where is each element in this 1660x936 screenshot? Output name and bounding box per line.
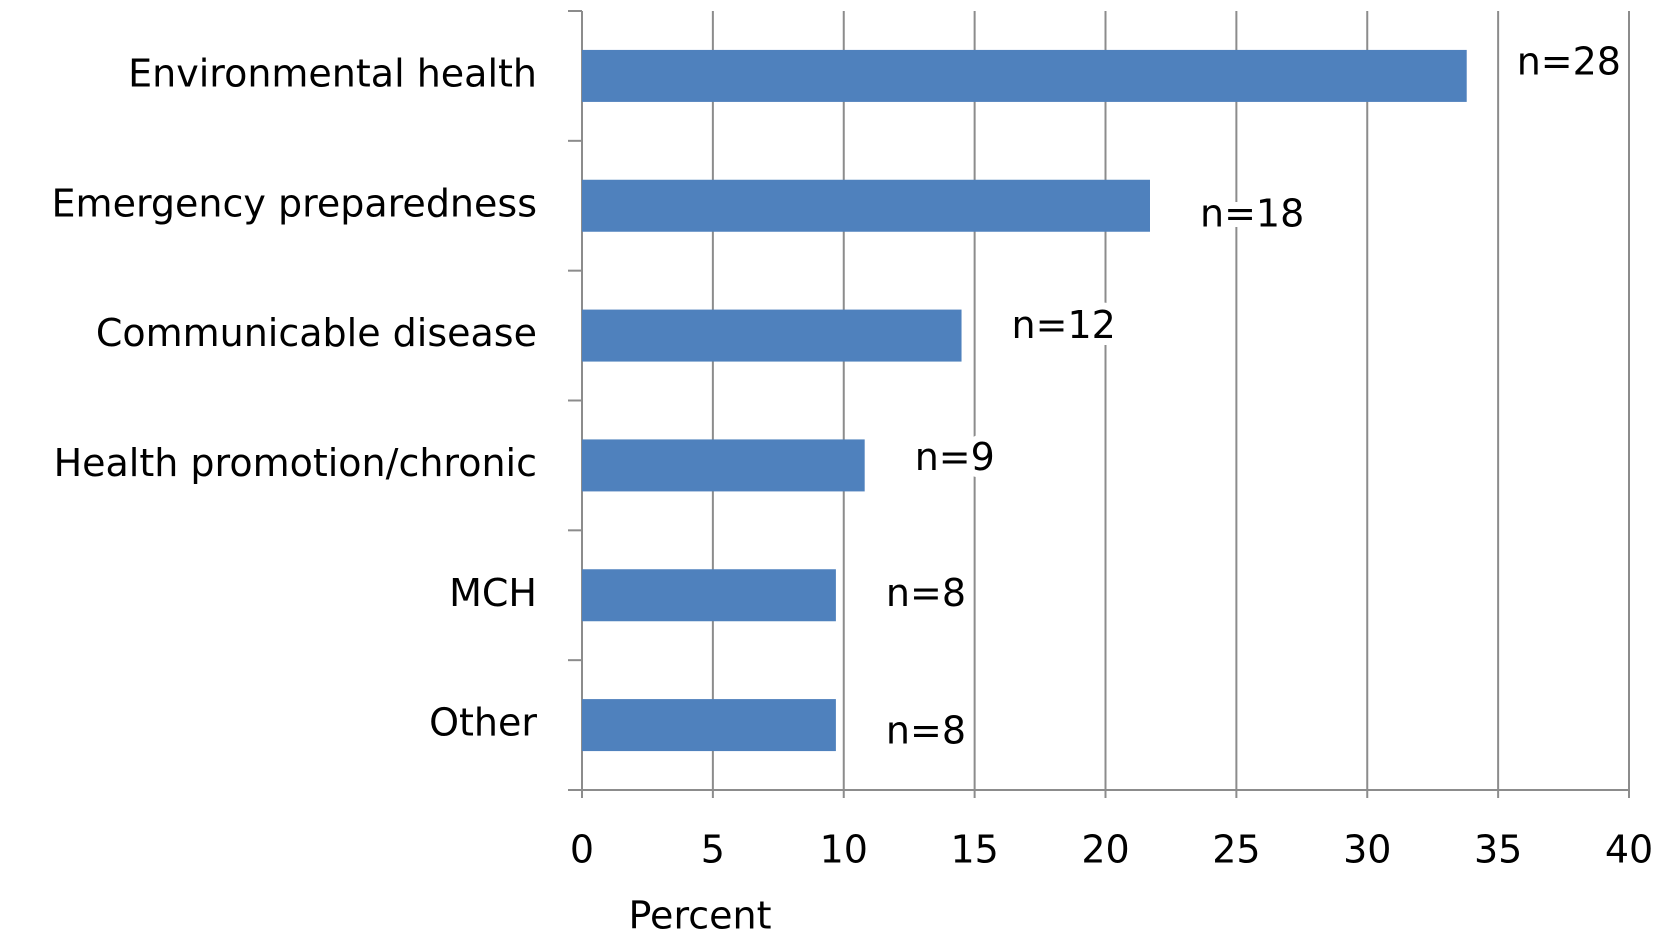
annotation: n=8 [886, 709, 966, 753]
x-tick-label: 30 [1343, 828, 1391, 872]
bar [582, 699, 836, 752]
annotation: n=12 [1012, 303, 1116, 347]
x-tick-label: 35 [1474, 828, 1522, 872]
bar [582, 49, 1467, 102]
annotation: n=8 [886, 571, 966, 615]
y-tick-label: Other [429, 701, 537, 745]
bar [582, 309, 962, 362]
x-tick-label: 20 [1081, 828, 1129, 872]
annotation: n=18 [1200, 191, 1304, 235]
x-tick-label: 15 [950, 828, 998, 872]
x-axis-label: Percent [629, 894, 772, 936]
bar [582, 569, 836, 622]
x-tick-label: 10 [820, 828, 868, 872]
annotation: n=9 [915, 435, 995, 479]
bar [582, 439, 865, 492]
y-tick-label: Environmental health [128, 51, 537, 95]
y-tick-label: Communicable disease [96, 311, 537, 355]
annotation: n=28 [1517, 39, 1621, 83]
y-tick-label: Health promotion/chronic [54, 441, 537, 485]
x-tick-label: 40 [1605, 828, 1653, 872]
y-tick-label: MCH [449, 571, 537, 615]
x-tick-label: 25 [1212, 828, 1260, 872]
x-tick-label: 5 [701, 828, 725, 872]
bar [582, 179, 1150, 232]
x-tick-label: 0 [570, 828, 594, 872]
y-tick-label: Emergency preparedness [52, 181, 537, 225]
